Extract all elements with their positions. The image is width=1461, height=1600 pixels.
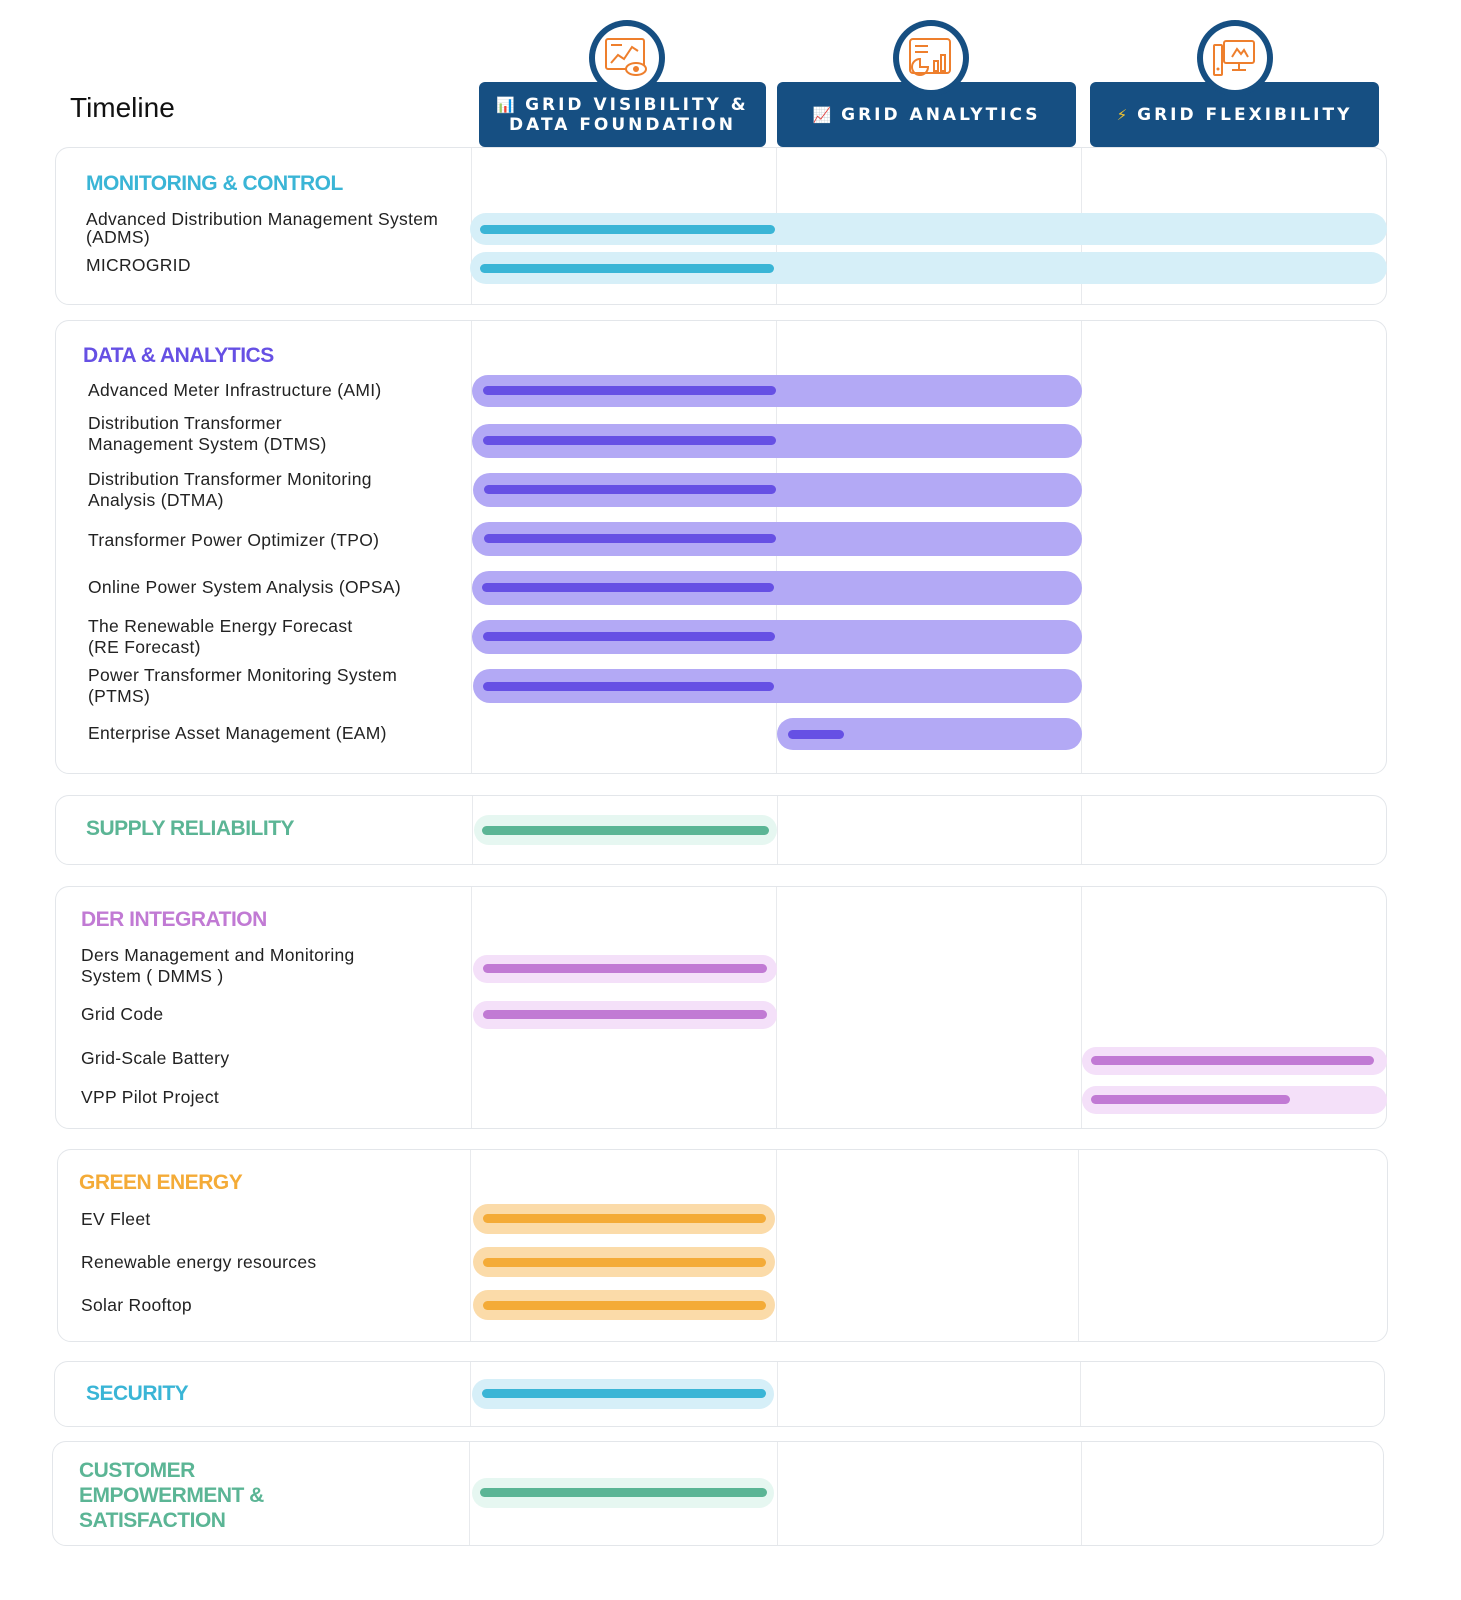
timeline-bar-fill <box>482 1389 766 1398</box>
item-label: Transformer Power Optimizer (TPO) <box>88 530 380 550</box>
phase-label: GRID ANALYTICS <box>841 104 1041 125</box>
timeline-bar-fill <box>482 826 769 835</box>
phase-label-line2: DATA FOUNDATION <box>509 114 736 135</box>
dashboard-chart-icon <box>909 38 951 76</box>
timeline-bar-fill <box>480 264 774 273</box>
chart-bar-icon: 📊 <box>496 95 516 114</box>
timeline-bar-fill <box>483 1301 766 1310</box>
item-label: Grid Code <box>81 1004 164 1024</box>
item-label: Ders Management and Monitoring System ( … <box>81 945 355 986</box>
item-label: MICROGRID <box>86 255 191 275</box>
column-divider <box>1081 321 1082 773</box>
phase-icon-grid-flexibility <box>1197 20 1273 96</box>
timeline-bar-fill <box>483 1214 766 1223</box>
item-label: Advanced Meter Infrastructure (AMI) <box>88 380 382 400</box>
item-label: Online Power System Analysis (OPSA) <box>88 577 401 597</box>
timeline-bar-fill <box>788 730 844 739</box>
phase-icon-grid-visibility <box>589 20 665 96</box>
category-title: CUSTOMER EMPOWERMENT & SATISFACTION <box>79 1459 264 1532</box>
monitor-server-icon <box>1213 40 1255 76</box>
category-title: DATA & ANALYTICS <box>83 344 274 367</box>
item-label: EV Fleet <box>81 1209 151 1229</box>
item-label: Advanced Distribution Management System … <box>86 209 439 247</box>
column-divider <box>472 796 473 864</box>
column-divider <box>1081 796 1082 864</box>
timeline-bar-fill <box>483 1258 766 1267</box>
item-label: Distribution Transformer Monitoring Anal… <box>88 469 372 510</box>
timeline-bar-fill <box>483 964 767 973</box>
column-divider <box>1078 1150 1079 1341</box>
category-title: DER INTEGRATION <box>81 908 267 931</box>
column-divider <box>471 887 472 1128</box>
timeline-bar-fill <box>483 632 775 641</box>
item-label: The Renewable Energy Forecast (RE Foreca… <box>88 616 353 657</box>
category-title: SECURITY <box>86 1382 189 1405</box>
column-divider <box>777 796 778 864</box>
item-label: Enterprise Asset Management (EAM) <box>88 723 387 743</box>
item-label: Solar Rooftop <box>81 1295 192 1315</box>
timeline-bar-fill <box>480 225 775 234</box>
timeline-bar-fill <box>483 386 776 395</box>
item-label: VPP Pilot Project <box>81 1087 220 1107</box>
timeline-title: Timeline <box>70 92 175 123</box>
column-divider <box>471 321 472 773</box>
timeline-bar-fill <box>483 1010 767 1019</box>
phase-label-line1: GRID VISIBILITY & <box>525 94 749 115</box>
timeline-bar-fill <box>484 534 776 543</box>
timeline-bar-fill <box>482 583 774 592</box>
category-title: SUPPLY RELIABILITY <box>86 817 295 840</box>
column-divider <box>1081 1442 1082 1545</box>
item-label: Distribution Transformer Management Syst… <box>88 413 327 454</box>
item-label: Power Transformer Monitoring System (PTM… <box>88 665 398 706</box>
column-divider <box>470 1362 471 1426</box>
column-divider <box>776 1150 777 1341</box>
phase-label: GRID FLEXIBILITY <box>1137 104 1353 125</box>
phase-icon-grid-analytics <box>893 20 969 96</box>
timeline-bar-fill <box>1091 1056 1374 1065</box>
column-divider <box>776 887 777 1128</box>
timeline-bar-fill <box>1091 1095 1290 1104</box>
lightning-icon: ⚡ <box>1116 105 1128 124</box>
chart-up-icon: 📈 <box>812 105 832 124</box>
column-divider <box>470 1150 471 1341</box>
category-title: GREEN ENERGY <box>79 1171 243 1194</box>
chart-eye-icon <box>605 38 647 76</box>
column-divider <box>777 1362 778 1426</box>
column-divider <box>1080 1362 1081 1426</box>
category-title: MONITORING & CONTROL <box>86 172 343 195</box>
timeline-bar-fill <box>484 485 776 494</box>
timeline-bar-fill <box>480 1488 767 1497</box>
column-divider <box>1081 887 1082 1128</box>
timeline-bar-fill <box>483 682 774 691</box>
column-divider <box>777 1442 778 1545</box>
item-label: Renewable energy resources <box>81 1252 317 1272</box>
timeline-bar-fill <box>483 436 776 445</box>
item-label: Grid-Scale Battery <box>81 1048 230 1068</box>
column-divider <box>469 1442 470 1545</box>
